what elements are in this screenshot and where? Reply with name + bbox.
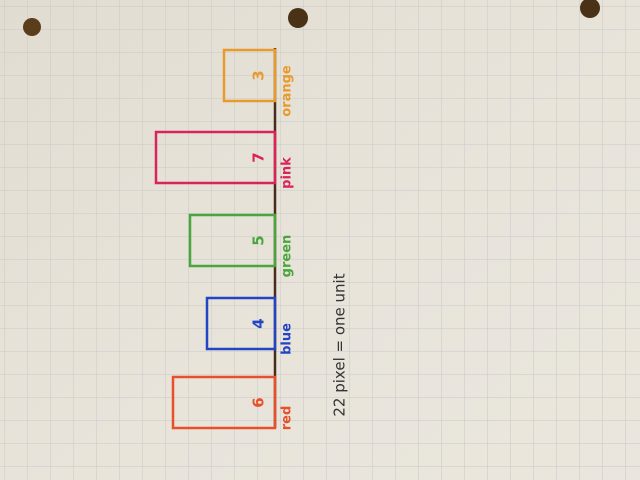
bar xyxy=(188,213,277,268)
bar-value: 5 xyxy=(250,235,268,245)
punch-hole xyxy=(288,8,308,28)
bar-label: blue xyxy=(280,323,295,355)
bar-label: orange xyxy=(280,65,295,117)
bar xyxy=(205,296,277,351)
bar-value: 4 xyxy=(250,318,268,328)
bar-label: red xyxy=(280,406,295,431)
bar-label: pink xyxy=(280,157,295,189)
bar xyxy=(171,375,277,430)
bar-value: 7 xyxy=(250,152,268,162)
bars: 6 red 4 blue 5 green 7 pink 3 orange xyxy=(154,48,295,431)
bar xyxy=(154,130,277,185)
bar-label: green xyxy=(280,235,295,278)
bar xyxy=(222,48,277,103)
bar-value: 3 xyxy=(250,70,268,80)
scale-note: 22 pixel = one unit xyxy=(331,273,349,416)
punch-hole xyxy=(580,0,600,18)
bar-value: 6 xyxy=(250,397,268,407)
punch-hole xyxy=(23,18,41,36)
